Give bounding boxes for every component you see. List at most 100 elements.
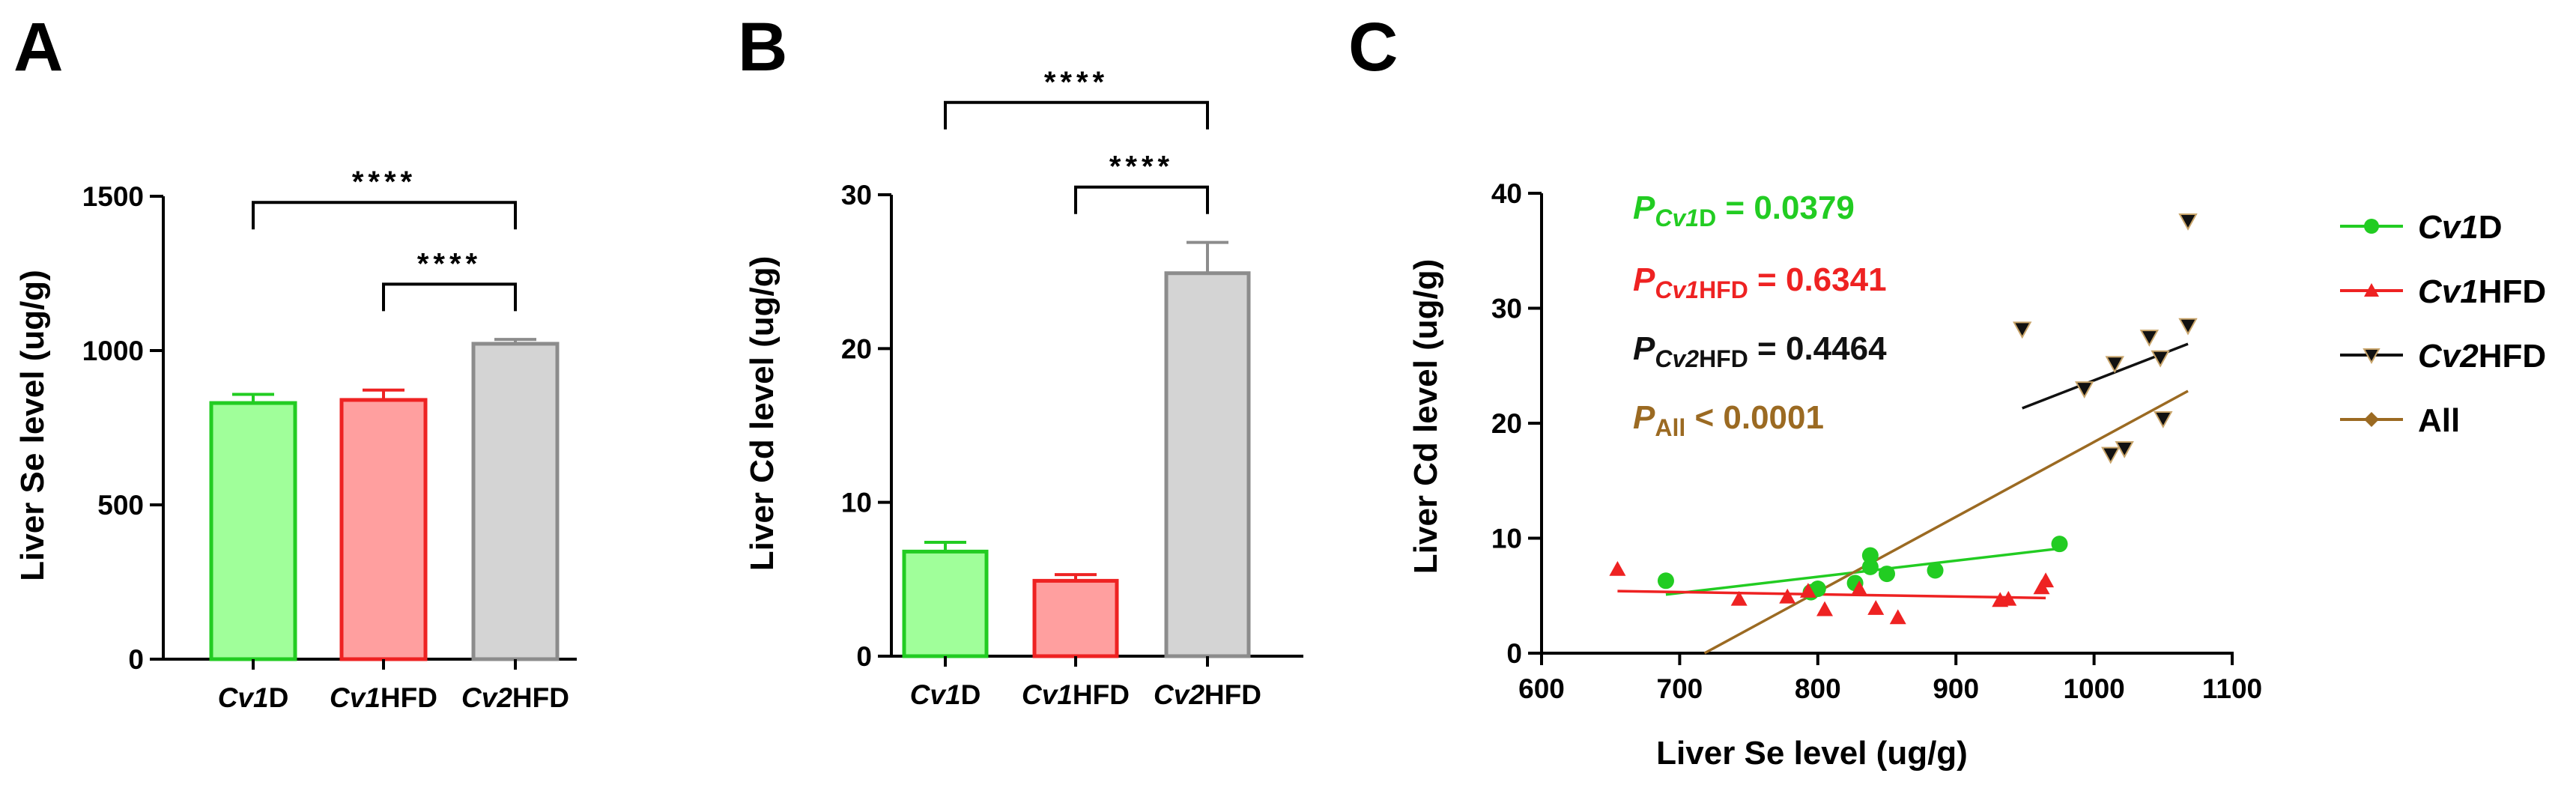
- x-tick-label: 1100: [2202, 673, 2262, 704]
- data-point: [2363, 348, 2380, 365]
- p-symbol: P: [1633, 399, 1655, 436]
- data-point: [2000, 590, 2017, 606]
- x-tick-label: 600: [1518, 673, 1565, 704]
- data-point: [1730, 590, 1748, 606]
- p-subscript-rest: All: [1655, 414, 1685, 441]
- cat-rest: HFD: [381, 682, 437, 713]
- data-point: [1861, 558, 1879, 575]
- x-axis-label-c: Liver Se level (ug/g): [1656, 735, 1968, 772]
- cat-rest: HFD: [1073, 679, 1130, 710]
- data-point: [2364, 412, 2379, 427]
- p-value-text: = 0.4464: [1748, 330, 1887, 367]
- x-tick-label: Cv1HFD: [1022, 679, 1130, 710]
- bar-cv2hfd: [471, 342, 560, 661]
- y-tick-label: 10: [841, 488, 872, 518]
- legend-rest: HFD: [2479, 273, 2546, 310]
- panel-a: A Liver Se level (ug/g) 0 500 1000 1500 Cv1D…: [13, 9, 577, 713]
- data-point: [2364, 219, 2379, 234]
- p-subscript: Cv2: [1655, 345, 1699, 372]
- panel-label-b: B: [738, 9, 787, 85]
- y-tick-label: 1500: [82, 181, 144, 212]
- bar-cv1hfd: [339, 398, 428, 661]
- panel-c: C Liver Cd level (ug/g) Liver Se level (…: [1348, 9, 2546, 772]
- p-value-stat: PAll < 0.0001: [1633, 399, 1824, 441]
- cat-italic: Cv1: [218, 682, 269, 713]
- y-axis-label-c: Liver Cd level (ug/g): [1407, 259, 1444, 575]
- data-point: [2074, 381, 2094, 399]
- legend-item: All: [2340, 402, 2460, 439]
- fit-line: [1703, 390, 2189, 655]
- panel-label-c: C: [1348, 9, 1398, 85]
- data-point: [2178, 318, 2198, 336]
- bar-cv1d: [209, 401, 297, 661]
- significance-stars: ****: [352, 166, 416, 198]
- legend-italic: Cv2: [2418, 338, 2479, 375]
- y-tick-label: 10: [1491, 524, 1522, 554]
- data-point: [1779, 588, 1796, 604]
- y-tick-label: 20: [1491, 408, 1522, 439]
- fit-line: [1665, 547, 2060, 596]
- significance-bracket: [382, 282, 517, 312]
- significance-stars: ****: [417, 247, 482, 280]
- y-tick-label: 20: [841, 333, 872, 364]
- bar-cv2hfd: [1164, 271, 1251, 658]
- y-tick-label: 30: [841, 180, 872, 210]
- x-tick-label: Cv1HFD: [330, 682, 437, 713]
- x-tick-label: 900: [1933, 673, 1979, 704]
- legend-italic: Cv1: [2418, 209, 2479, 246]
- bar-cv1d: [902, 549, 989, 658]
- y-tick-label: 40: [1491, 178, 1522, 209]
- significance-stars: ****: [1044, 66, 1109, 99]
- x-tick-label: 700: [1657, 673, 1703, 704]
- significance-bracket: [944, 100, 1209, 130]
- data-point: [2115, 440, 2134, 458]
- data-point: [2013, 321, 2032, 339]
- cat-rest: D: [961, 679, 981, 710]
- data-point: [1927, 562, 1944, 579]
- cat-italic: Cv2: [461, 682, 512, 713]
- legend-label: All: [2418, 402, 2460, 439]
- panel-label-a: A: [13, 9, 63, 85]
- data-point: [2101, 446, 2121, 464]
- bar-cv1hfd: [1032, 578, 1119, 658]
- p-value-text: = 0.0379: [1716, 190, 1855, 226]
- p-symbol: P: [1633, 261, 1655, 298]
- data-point: [1851, 581, 1868, 595]
- p-symbol: P: [1633, 330, 1655, 367]
- p-subscript: Cv1: [1655, 204, 1699, 231]
- p-value-stat: PCv1HFD = 0.6341: [1633, 261, 1887, 303]
- y-axis-label-a: Liver Se level (ug/g): [14, 270, 51, 581]
- data-point: [2154, 411, 2173, 428]
- x-tick-label: Cv1D: [910, 679, 981, 710]
- cat-rest: HFD: [1204, 679, 1261, 710]
- p-subscript-rest: D: [1699, 204, 1716, 231]
- data-point: [1867, 600, 1885, 615]
- y-tick-label: 500: [97, 490, 144, 521]
- fit-line: [1617, 590, 2046, 600]
- cat-rest: D: [269, 682, 289, 713]
- data-point: [2178, 213, 2198, 231]
- data-point: [2364, 283, 2379, 297]
- x-tick-label: Cv2HFD: [461, 682, 569, 713]
- y-tick-label: 1000: [82, 336, 144, 366]
- y-tick-label: 0: [1506, 638, 1522, 669]
- cat-italic: Cv2: [1154, 679, 1204, 710]
- significance-bracket: [252, 201, 517, 230]
- legend-item: Cv2HFD: [2340, 338, 2546, 375]
- p-value-text: < 0.0001: [1685, 399, 1824, 436]
- data-point: [2105, 356, 2124, 374]
- legend-label: Cv1HFD: [2418, 273, 2546, 310]
- legend-label: Cv1D: [2418, 209, 2503, 246]
- significance-bracket: [1074, 185, 1209, 214]
- y-tick-label: 0: [128, 644, 144, 675]
- cat-italic: Cv1: [1022, 679, 1073, 710]
- y-tick-label: 0: [856, 641, 872, 672]
- cat-italic: Cv1: [910, 679, 961, 710]
- legend-italic: Cv1: [2418, 273, 2479, 310]
- p-value-stat: PCv2HFD = 0.4464: [1633, 330, 1887, 372]
- data-point: [2151, 350, 2170, 368]
- data-point: [2139, 330, 2160, 347]
- p-subscript: Cv1: [1655, 276, 1699, 303]
